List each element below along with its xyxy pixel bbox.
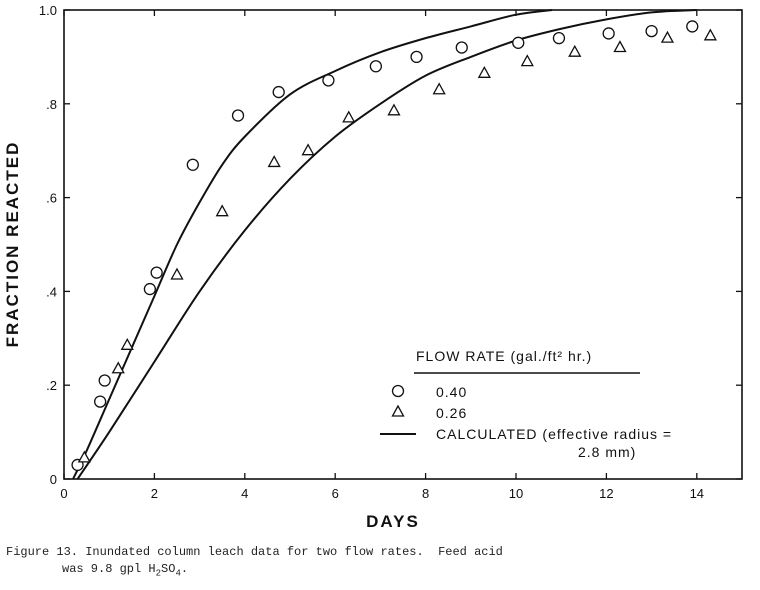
caption-subscript: 4 — [175, 568, 181, 579]
data-point-triangle — [215, 204, 229, 217]
data-point-circle — [322, 74, 335, 87]
y-tick-label: 1.0 — [39, 3, 57, 18]
calculated-curve-0-26 — [76, 9, 697, 480]
y-axis-title: FRACTION REACTED — [3, 141, 22, 348]
x-tick-label: 8 — [422, 486, 429, 501]
legend-label-calculated: CALCULATED (effective radius = — [436, 426, 672, 442]
data-point-triangle — [613, 40, 627, 53]
caption-text: was 9.8 gpl H — [62, 562, 156, 576]
x-tick-label: 14 — [690, 486, 704, 501]
x-axis-title: DAYS — [366, 512, 420, 531]
calculated-curve-0-40 — [72, 9, 553, 480]
y-tick-label: 0 — [50, 472, 57, 487]
legend-label-0-26: 0.26 — [436, 405, 467, 421]
data-point-circle — [512, 36, 525, 49]
data-point-triangle — [120, 337, 134, 350]
y-tick-label: .2 — [46, 378, 57, 393]
y-tick-label: .6 — [46, 191, 57, 206]
caption-line-2: was 9.8 gpl H2SO4. — [6, 561, 503, 582]
data-point-circle — [369, 60, 383, 73]
data-point-triangle — [77, 450, 91, 463]
plot-area — [63, 9, 743, 480]
data-point-circle — [143, 282, 157, 296]
data-point-circle — [231, 109, 245, 122]
data-point-circle — [94, 395, 107, 408]
data-point-circle — [98, 374, 111, 387]
data-point-circle — [686, 20, 699, 33]
data-point-circle — [455, 41, 468, 54]
legend: FLOW RATE (gal./ft² hr.) 0.40 0.26 CALCU… — [380, 348, 672, 460]
legend-label-0-40: 0.40 — [436, 384, 467, 400]
y-tick-label: .4 — [46, 284, 57, 299]
x-tick-label: 12 — [599, 486, 613, 501]
data-markers — [71, 20, 717, 472]
data-point-triangle — [568, 44, 582, 57]
figure-caption: Figure 13. Inundated column leach data f… — [6, 544, 503, 582]
y-tick-label: .8 — [46, 97, 57, 112]
legend-triangle-marker-icon — [391, 404, 405, 417]
data-point-circle — [552, 31, 566, 45]
caption-text: . — [180, 562, 189, 576]
x-tick-label: 4 — [241, 486, 248, 501]
data-point-triangle — [703, 28, 717, 41]
legend-title: FLOW RATE (gal./ft² hr.) — [416, 348, 592, 364]
x-tick-label: 6 — [332, 486, 339, 501]
data-point-circle — [272, 85, 285, 99]
data-point-triangle — [477, 65, 491, 78]
caption-subscript: 2 — [155, 568, 162, 579]
data-point-triangle — [267, 155, 281, 168]
x-tick-label: 0 — [60, 486, 67, 501]
axis-ticks: 0 2 4 6 8 10 12 14 0 .2 .4 .6 .8 1.0 — [39, 3, 742, 501]
data-point-triangle — [520, 54, 534, 67]
data-point-triangle — [301, 143, 315, 156]
data-point-triangle — [660, 30, 675, 43]
calculated-curves — [72, 9, 697, 480]
data-point-triangle — [432, 82, 446, 95]
data-point-circle — [602, 27, 615, 40]
data-point-triangle — [170, 267, 184, 280]
legend-circle-marker-icon — [391, 384, 405, 398]
data-point-circle — [186, 158, 199, 171]
x-tick-label: 10 — [509, 486, 523, 501]
plot-border — [63, 9, 743, 480]
x-tick-label: 2 — [151, 486, 158, 501]
caption-text: SO — [161, 562, 176, 576]
data-point-circle — [645, 24, 658, 38]
data-point-triangle — [387, 103, 401, 116]
data-point-triangle — [342, 110, 356, 123]
caption-line-1: Figure 13. Inundated column leach data f… — [6, 545, 503, 559]
data-point-triangle — [111, 361, 125, 374]
data-point-circle — [150, 266, 163, 279]
legend-label-calculated-line2: 2.8 mm) — [578, 444, 636, 460]
data-point-circle — [410, 50, 423, 64]
